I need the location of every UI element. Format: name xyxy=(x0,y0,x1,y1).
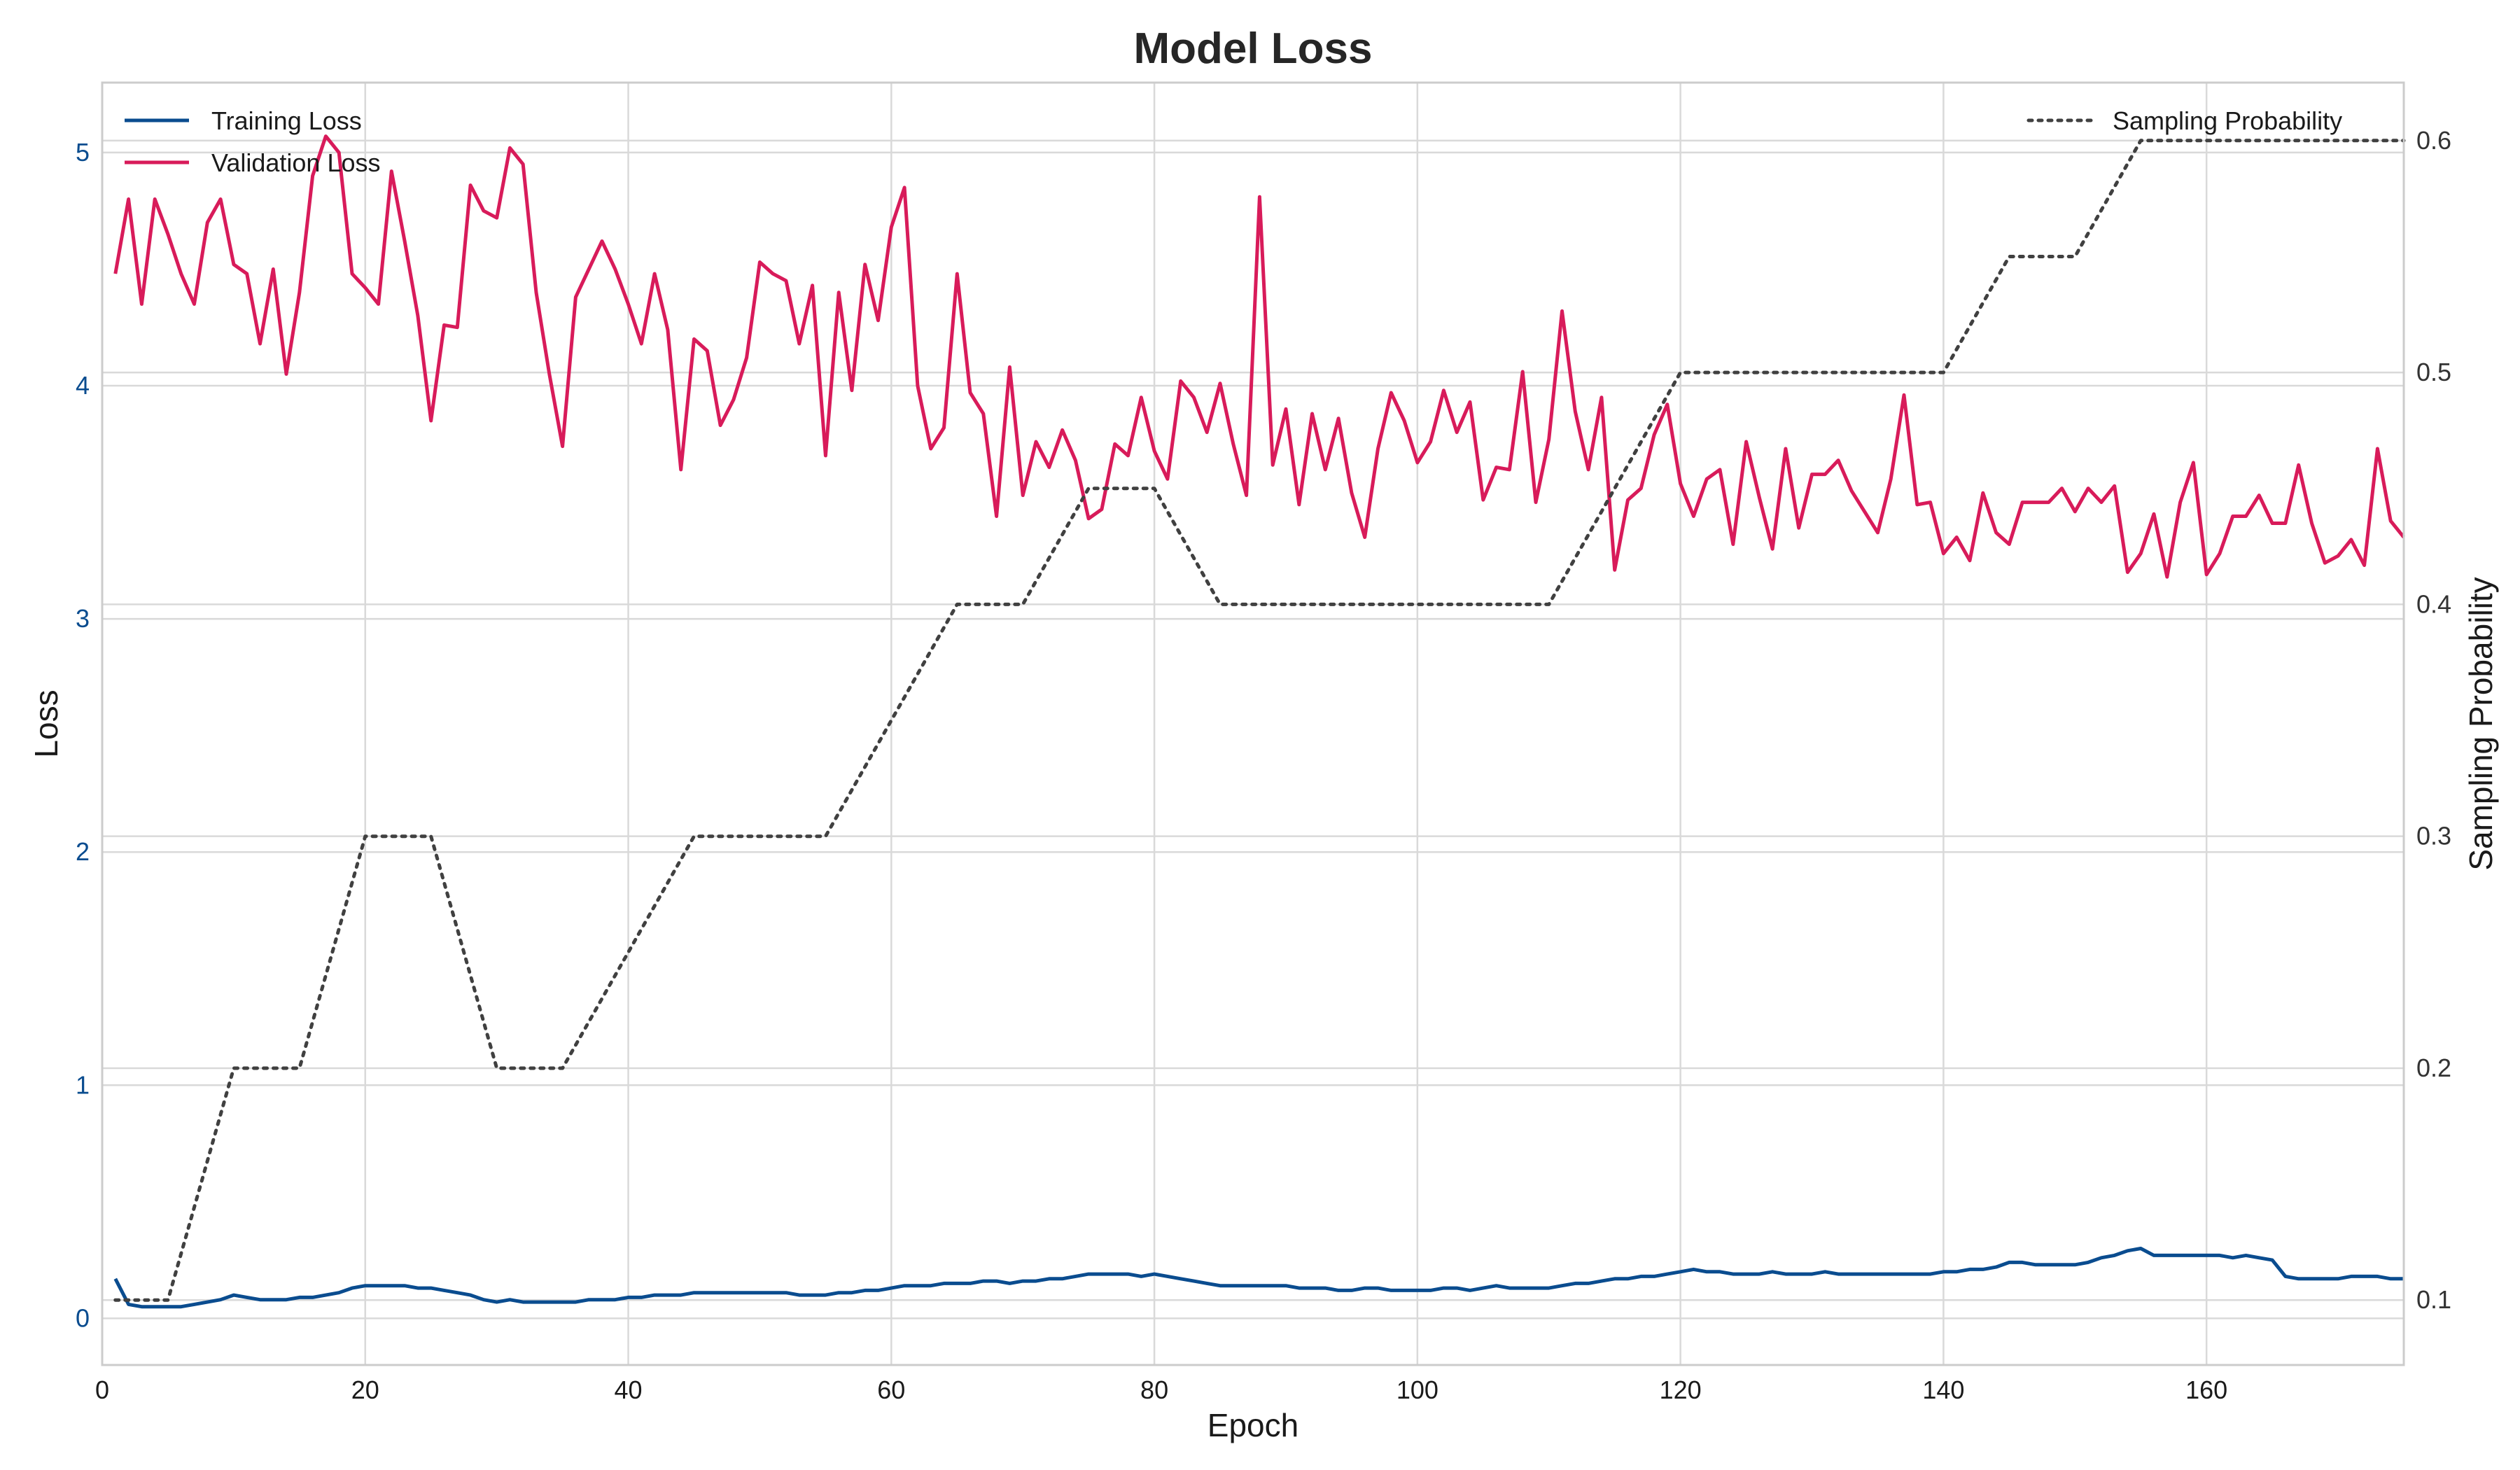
x-axis-label: Epoch xyxy=(1208,1407,1298,1443)
y2-tick-label: 0.3 xyxy=(2416,822,2451,850)
x-tick-label: 40 xyxy=(615,1376,643,1404)
x-tick-label: 120 xyxy=(1660,1376,1702,1404)
chart-title: Model Loss xyxy=(1133,24,1372,73)
tick-labels: 0 20 40 60 80 100 120 140 160 0 1 2 3 4 5 0.1 0.2 0.3 0.4 0… xyxy=(76,126,2451,1404)
series-lines xyxy=(113,134,2406,1309)
legend-validation-label: Validation Loss xyxy=(211,148,381,177)
y-axis-label: Loss xyxy=(28,690,64,757)
y2-tick-label: 0.5 xyxy=(2416,358,2451,386)
x-tick-label: 60 xyxy=(877,1376,905,1404)
sampling-probability-line xyxy=(113,139,2406,1302)
legend-training-label: Training Loss xyxy=(211,106,362,135)
x-tick-label: 20 xyxy=(351,1376,379,1404)
y2-tick-label: 0.2 xyxy=(2416,1054,2451,1082)
y2-tick-label: 0.6 xyxy=(2416,126,2451,155)
plot-frame xyxy=(101,81,2405,1366)
x-tick-label: 80 xyxy=(1140,1376,1168,1404)
y-tick-label: 5 xyxy=(76,138,90,167)
legend-sampling-label: Sampling Probability xyxy=(2113,106,2342,135)
y-tick-label: 3 xyxy=(76,604,90,633)
x-tick-label: 100 xyxy=(1396,1376,1438,1404)
grid xyxy=(101,83,2404,1365)
legend-left: Training Loss Validation Loss xyxy=(125,106,381,177)
validation-loss-line xyxy=(113,134,2405,579)
x-tick-label: 160 xyxy=(2185,1376,2227,1404)
y-tick-label: 4 xyxy=(76,371,90,400)
y-tick-label: 1 xyxy=(76,1070,90,1099)
y2-tick-label: 0.1 xyxy=(2416,1285,2451,1314)
x-tick-label: 0 xyxy=(95,1376,109,1404)
y2-axis-label: Sampling Probability xyxy=(2463,577,2499,870)
legend-right: Sampling Probability xyxy=(2026,106,2342,135)
training-loss-line xyxy=(113,1247,2404,1309)
x-tick-label: 140 xyxy=(1922,1376,1964,1404)
y-tick-label: 0 xyxy=(76,1303,90,1332)
y-tick-label: 2 xyxy=(76,837,90,866)
y2-tick-label: 0.4 xyxy=(2416,589,2451,618)
